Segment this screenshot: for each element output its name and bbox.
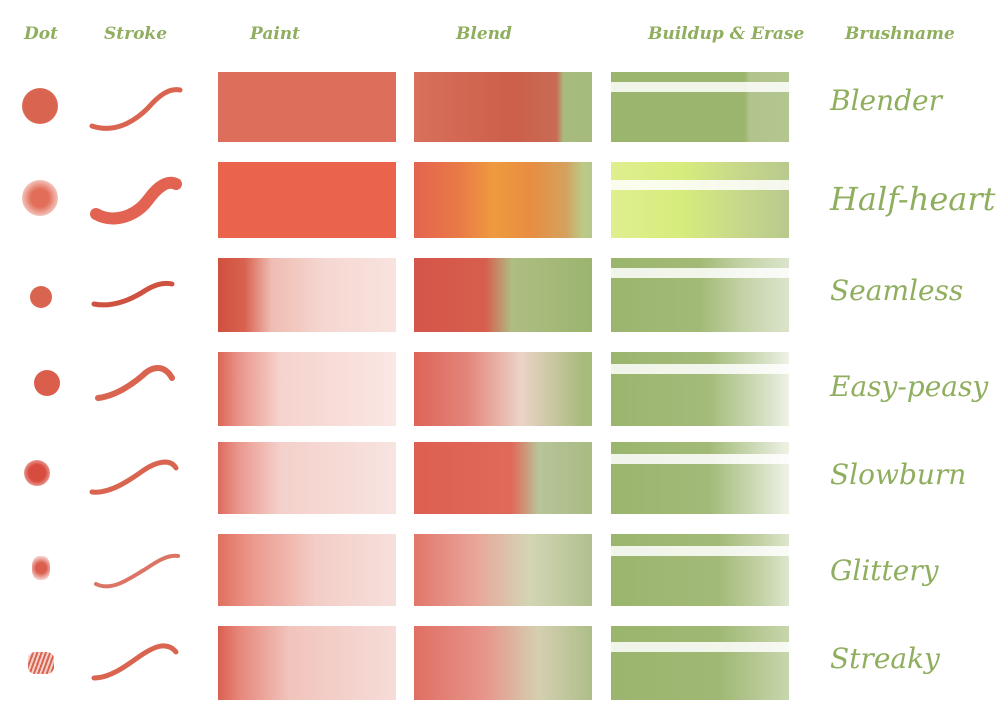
- header-stroke: Stroke: [104, 24, 168, 44]
- blend-swatch: [414, 258, 592, 332]
- blend-swatch: [414, 442, 592, 514]
- brush-row-blender: Blender: [0, 68, 1005, 144]
- buildup-erase-swatch: [611, 162, 789, 238]
- paint-swatch: [218, 442, 396, 514]
- dot-sample: [30, 286, 52, 308]
- buildup-erase-swatch: [611, 442, 789, 514]
- brush-row-half-heart: Half-heart: [0, 160, 1005, 238]
- brush-name: Glittery: [830, 554, 939, 587]
- buildup-erase-swatch: [611, 534, 789, 606]
- stroke-sample: [95, 365, 175, 401]
- stroke-sample: [94, 553, 180, 589]
- header-blend: Blend: [456, 24, 512, 44]
- header-paint: Paint: [250, 24, 301, 44]
- paint-swatch: [218, 258, 396, 332]
- blend-swatch: [414, 162, 592, 238]
- brush-name: Streaky: [830, 642, 940, 675]
- paint-swatch: [218, 534, 396, 606]
- paint-swatch: [218, 162, 396, 238]
- dot-sample: [28, 652, 54, 674]
- header-buildup-erase: Buildup & Erase: [648, 24, 805, 44]
- stroke-sample: [89, 459, 179, 495]
- dot-sample: [24, 460, 50, 486]
- header-dot: Dot: [24, 24, 58, 44]
- stroke-sample: [91, 643, 179, 681]
- brush-name: Slowburn: [830, 458, 967, 491]
- blend-swatch: [414, 534, 592, 606]
- paint-swatch: [218, 626, 396, 700]
- stroke-sample: [89, 87, 183, 131]
- brush-name: Seamless: [830, 274, 964, 307]
- brush-name: Blender: [830, 84, 943, 117]
- blend-swatch: [414, 352, 592, 426]
- dot-sample: [32, 556, 50, 580]
- buildup-erase-swatch: [611, 352, 789, 426]
- dot-sample: [22, 88, 58, 124]
- dot-sample: [22, 180, 58, 216]
- buildup-erase-swatch: [611, 258, 789, 332]
- blend-swatch: [414, 72, 592, 142]
- stroke-sample: [91, 280, 175, 308]
- dot-sample: [34, 370, 60, 396]
- brush-row-streaky: Streaky: [0, 624, 1005, 700]
- paint-swatch: [218, 72, 396, 142]
- buildup-erase-swatch: [611, 626, 789, 700]
- brush-name: Half-heart: [830, 180, 996, 218]
- brush-name: Easy-peasy: [830, 370, 989, 403]
- brush-row-slowburn: Slowburn: [0, 440, 1005, 516]
- header-brushname: Brushname: [845, 24, 955, 44]
- brush-row-seamless: Seamless: [0, 256, 1005, 332]
- blend-swatch: [414, 626, 592, 700]
- brush-row-glittery: Glittery: [0, 532, 1005, 608]
- paint-swatch: [218, 352, 396, 426]
- brush-row-easy-peasy: Easy-peasy: [0, 350, 1005, 426]
- buildup-erase-swatch: [611, 72, 789, 142]
- stroke-sample: [90, 176, 182, 225]
